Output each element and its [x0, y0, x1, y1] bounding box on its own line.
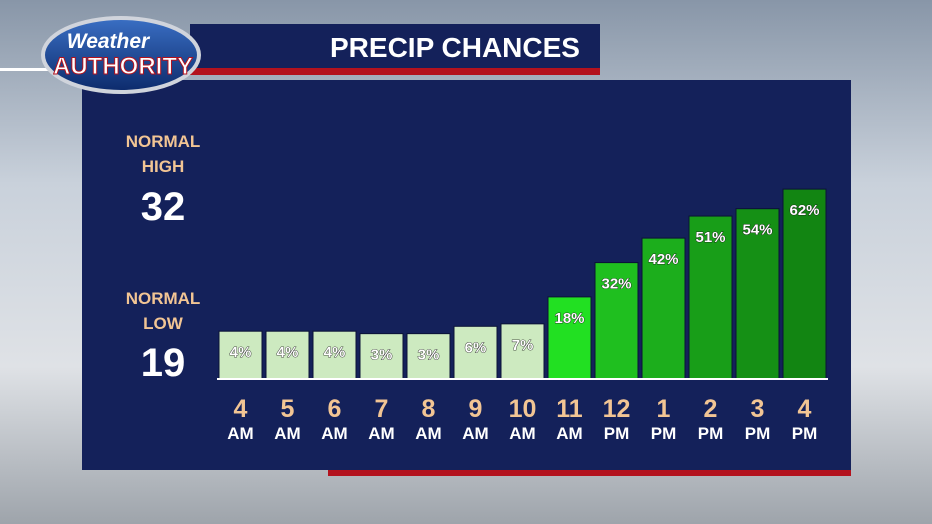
x-tick-label: 9: [469, 395, 483, 423]
x-tick-label: 7: [375, 395, 389, 423]
normal-low: 19: [141, 341, 186, 385]
bar: [688, 215, 733, 380]
bar: [500, 323, 545, 380]
x-tick-period: PM: [698, 424, 724, 443]
value-label: 3%: [371, 347, 393, 364]
normal-label: NORMAL LOW: [126, 289, 201, 333]
value-label: 54%: [742, 222, 772, 239]
value-label: 32%: [601, 276, 631, 293]
x-tick-label: 2: [704, 395, 718, 423]
x-tick-label: 12: [603, 395, 631, 423]
x-tick-period: PM: [745, 424, 771, 443]
x-tick-label: 8: [422, 395, 436, 423]
bar: [218, 330, 263, 380]
logo-top: Weather: [67, 30, 151, 53]
value-label: 62%: [789, 202, 819, 219]
x-tick-period: AM: [462, 424, 488, 443]
x-tick-label: 4: [798, 395, 812, 423]
normal-high: 32: [141, 185, 186, 229]
x-tick-period: AM: [415, 424, 441, 443]
x-tick-label: 4: [234, 395, 248, 423]
value-label: 4%: [324, 344, 346, 361]
x-tick-period: AM: [509, 424, 535, 443]
title: PRECIP CHANCES: [330, 32, 580, 63]
x-tick-period: PM: [651, 424, 677, 443]
bar: [641, 237, 686, 380]
x-tick-period: AM: [368, 424, 394, 443]
title-bar: [190, 24, 600, 68]
logo: [41, 16, 201, 94]
x-tick-period: AM: [321, 424, 347, 443]
value-label: 7%: [512, 337, 534, 354]
value-label: 42%: [648, 251, 678, 268]
x-tick-period: AM: [227, 424, 253, 443]
value-label: 51%: [695, 229, 725, 246]
x-tick-label: 1: [657, 395, 671, 423]
value-label: 4%: [230, 344, 252, 361]
normals: NORMAL HIGH 32 NORMAL LOW 19: [126, 132, 201, 385]
x-tick-period: PM: [792, 424, 818, 443]
bar: [265, 330, 310, 380]
x-tick-label: 3: [751, 395, 765, 423]
value-label: 4%: [277, 344, 299, 361]
x-tick-label: 10: [509, 395, 537, 423]
x-tick-label: 11: [556, 395, 583, 423]
bar: [406, 333, 451, 380]
x-tick-label: 5: [281, 395, 295, 423]
bar: [359, 333, 404, 380]
title-stripe: [190, 68, 600, 75]
bar: [547, 296, 592, 380]
x-tick-period: PM: [604, 424, 630, 443]
normal-label: NORMAL HIGH: [126, 132, 201, 176]
panel-stripe: [328, 470, 851, 476]
value-label: 18%: [554, 310, 584, 327]
bar: [735, 208, 780, 380]
bar: [594, 262, 639, 380]
x-tick-period: AM: [556, 424, 582, 443]
x-tick-period: AM: [274, 424, 300, 443]
bar: [312, 330, 357, 380]
value-label: 3%: [418, 347, 440, 364]
bars: 4%4AM4%5AM4%6AM3%7AM3%8AM6%9AM7%10AM18%1…: [217, 188, 828, 443]
logo-bottom: AUTHORITY: [53, 53, 193, 80]
value-label: 6%: [465, 339, 487, 356]
x-tick-label: 6: [328, 395, 342, 423]
bar: [782, 188, 827, 380]
